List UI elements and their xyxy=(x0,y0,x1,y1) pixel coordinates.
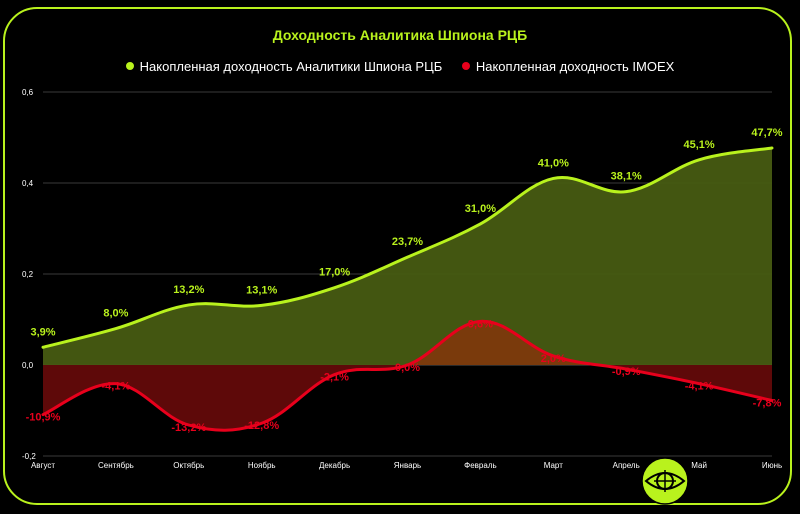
x-tick-label: Ноябрь xyxy=(248,461,276,470)
x-tick-label: Октябрь xyxy=(173,461,204,470)
chart-title: Доходность Аналитика Шпиона РЦБ xyxy=(272,27,528,43)
x-tick-label: Февраль xyxy=(464,461,497,470)
legend-label-strategy: Накопленная доходность Аналитики Шпиона … xyxy=(139,59,443,74)
legend-dot-strategy xyxy=(125,62,134,70)
strategy-line xyxy=(41,146,774,349)
x-tick-label: Сентябрь xyxy=(98,461,134,470)
strategy-data-label: 13,2% xyxy=(173,284,204,296)
legend-dot-imoex xyxy=(461,62,470,70)
strategy-data-label: 41,0% xyxy=(538,157,569,169)
y-tick-label: 0,4 xyxy=(22,179,34,188)
imoex-data-label: 0,0% xyxy=(395,362,420,374)
imoex-data-label: -12,8% xyxy=(244,420,279,432)
y-tick-label: 0,6 xyxy=(22,88,34,97)
strategy-data-label: 17,0% xyxy=(319,267,350,279)
strategy-data-label: 23,7% xyxy=(392,236,423,248)
imoex-area-negative xyxy=(43,365,772,431)
imoex-data-label: -10,9% xyxy=(26,412,61,424)
imoex-data-label: -4,1% xyxy=(102,381,131,393)
legend: Накопленная доходность Аналитики Шпиона … xyxy=(0,59,800,74)
x-tick-label: Июнь xyxy=(762,461,782,470)
imoex-data-label: 9,6% xyxy=(468,318,493,330)
imoex-data-label: -7,8% xyxy=(753,397,782,409)
imoex-line xyxy=(41,319,774,432)
legend-item-strategy[interactable]: Накопленная доходность Аналитики Шпиона … xyxy=(125,59,443,74)
imoex-data-label: 2,0% xyxy=(541,353,566,365)
strategy-data-label: 47,7% xyxy=(751,127,782,139)
imoex-data-label: -13,2% xyxy=(171,422,206,434)
strategy-data-label: 38,1% xyxy=(611,171,642,183)
imoex-data-label: -4,1% xyxy=(685,381,714,393)
strategy-data-label: 8,0% xyxy=(103,308,128,320)
y-tick-label: 0,2 xyxy=(22,270,34,279)
x-tick-label: Апрель xyxy=(613,461,640,470)
strategy-data-label: 13,1% xyxy=(246,284,277,296)
y-tick-label: -0,2 xyxy=(22,452,36,461)
x-tick-label: Март xyxy=(544,461,563,470)
legend-label-imoex: Накопленная доходность IMOEX xyxy=(475,59,675,74)
x-tick-label: Август xyxy=(31,461,55,470)
imoex-data-label: -2,1% xyxy=(320,372,349,384)
strategy-data-label: 45,1% xyxy=(683,139,714,151)
strategy-area xyxy=(43,147,772,365)
y-tick-label: 0,0 xyxy=(22,361,34,370)
imoex-data-label: -0,9% xyxy=(612,366,641,378)
strategy-data-label: 31,0% xyxy=(465,203,496,215)
legend-item-imoex[interactable]: Накопленная доходность IMOEX xyxy=(461,59,675,74)
spy-eye-logo-icon xyxy=(641,457,689,505)
chart-frame xyxy=(3,7,792,505)
x-tick-label: Декабрь xyxy=(319,461,350,470)
strategy-data-label: 3,9% xyxy=(30,326,55,338)
x-tick-label: Январь xyxy=(394,461,421,470)
x-tick-label: Май xyxy=(691,461,707,470)
